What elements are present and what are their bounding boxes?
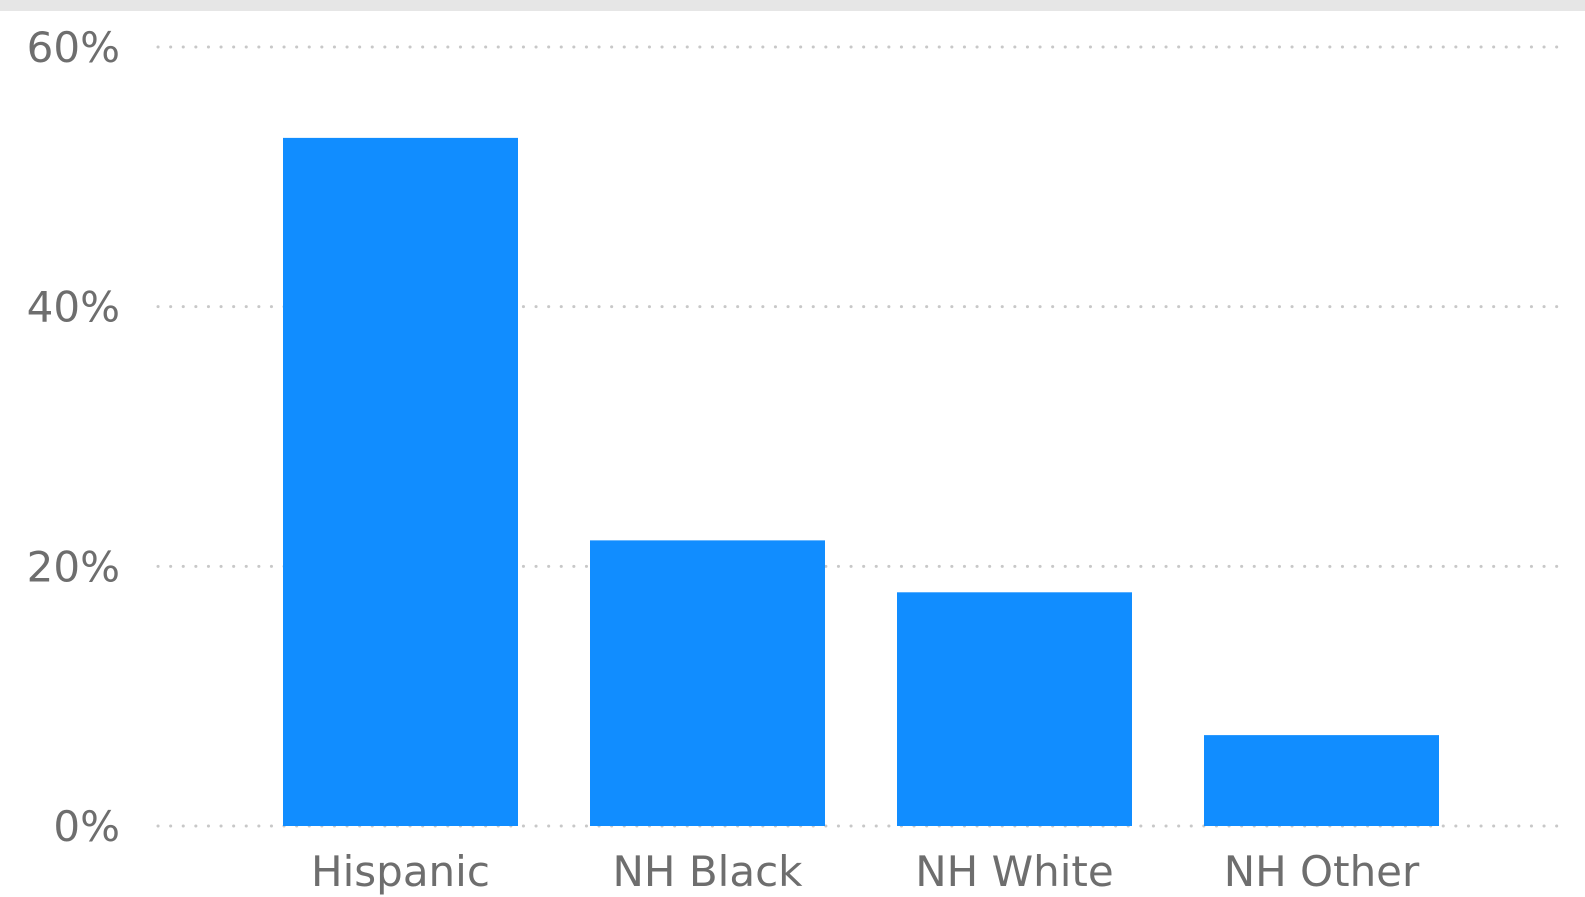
gridlines (156, 45, 1570, 828)
bars (283, 137, 1439, 827)
y-axis-tick-labels: 0% 20% 40% 60% (27, 23, 120, 851)
y-tick-label: 40% (27, 283, 120, 332)
bar-nh-other[interactable] (1204, 735, 1439, 826)
bar-nh-black[interactable] (590, 540, 825, 826)
top-strip (0, 0, 1585, 11)
category-label: NH Black (613, 847, 804, 896)
category-label: NH Other (1224, 847, 1420, 896)
y-tick-label: 20% (27, 542, 120, 591)
y-tick-label: 60% (27, 23, 120, 72)
category-label: NH White (915, 847, 1113, 896)
category-label: Hispanic (311, 847, 490, 896)
bar-nh-white[interactable] (897, 592, 1132, 826)
y-tick-label: 0% (53, 802, 120, 851)
category-labels: Hispanic NH Black NH White NH Other (311, 847, 1420, 896)
bar-hispanic[interactable] (283, 137, 518, 827)
